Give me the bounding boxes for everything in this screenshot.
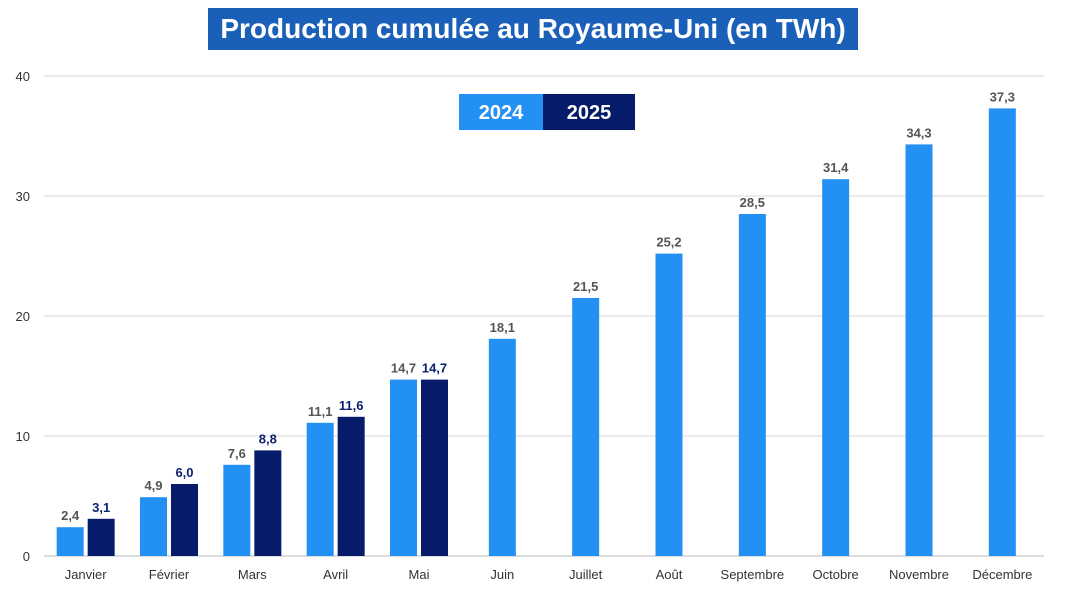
- data-label-2024: 25,2: [656, 235, 681, 250]
- x-category-label: Décembre: [972, 567, 1032, 582]
- bar-2024: [56, 527, 84, 556]
- x-category-label: Mars: [238, 567, 267, 582]
- y-tick-label: 40: [16, 69, 30, 84]
- legend-swatch-2025: [543, 94, 635, 130]
- bar-2024: [140, 497, 167, 556]
- data-label-2024: 18,1: [490, 320, 515, 335]
- data-label-2024: 14,7: [391, 361, 416, 376]
- data-label-2025: 14,7: [422, 361, 447, 376]
- data-label-2024: 34,3: [906, 125, 931, 140]
- bar-2025: [87, 518, 115, 556]
- data-label-2025: 6,0: [175, 465, 193, 480]
- data-label-2024: 7,6: [228, 446, 246, 461]
- bars: 2,4 3,1 4,9 6,0 7,6 8,8 11,1 11,6 14,7 14,7 18,1 21…: [56, 89, 1016, 557]
- gridlines: [44, 75, 1044, 557]
- x-category-label: Juin: [490, 567, 514, 582]
- bar-2024: [390, 379, 417, 556]
- bar-2024: [655, 253, 683, 556]
- data-label-2024: 28,5: [740, 195, 765, 210]
- data-label-2024: 4,9: [144, 478, 162, 493]
- y-tick-label: 30: [16, 189, 30, 204]
- bar-2024: [572, 298, 600, 556]
- data-label-2025: 11,6: [339, 398, 364, 413]
- x-category-label: Janvier: [65, 567, 108, 582]
- y-axis: 0 10 20 30 40: [16, 69, 30, 564]
- bar-2025: [421, 379, 448, 556]
- bar-2024: [988, 108, 1016, 557]
- data-label-2025: 3,1: [92, 500, 110, 515]
- bar-2025: [171, 484, 198, 556]
- legend-label-2024: 2024: [479, 102, 524, 124]
- x-category-label: Avril: [323, 567, 348, 582]
- bar-2024: [905, 144, 933, 556]
- x-category-label: Octobre: [813, 567, 859, 582]
- x-axis: Janvier Février Mars Avril Mai Juin Juillet Aoû…: [65, 567, 1033, 582]
- y-tick-label: 10: [16, 429, 30, 444]
- legend-label-2025: 2025: [567, 102, 612, 124]
- legend: 2024 2025: [459, 94, 635, 130]
- data-label-2024: 2,4: [61, 508, 80, 523]
- data-label-2024: 31,4: [823, 160, 849, 175]
- bar-2024: [488, 338, 516, 556]
- data-label-2024: 11,1: [308, 404, 333, 419]
- bar-2024: [738, 214, 766, 556]
- bar-2024: [223, 464, 251, 556]
- bar-2025: [337, 416, 365, 556]
- x-category-label: Août: [656, 567, 683, 582]
- x-category-label: Novembre: [889, 567, 949, 582]
- bar-2024: [306, 422, 334, 556]
- y-tick-label: 20: [16, 309, 30, 324]
- data-label-2024: 21,5: [573, 279, 598, 294]
- bar-2025: [254, 450, 282, 556]
- chart-title: Production cumulée au Royaume-Uni (en TW…: [208, 8, 858, 50]
- bar-2024: [822, 179, 850, 556]
- x-category-label: Juillet: [569, 567, 603, 582]
- data-label-2024: 37,3: [990, 89, 1015, 104]
- y-tick-label: 0: [23, 549, 30, 564]
- x-category-label: Février: [149, 567, 190, 582]
- x-category-label: Septembre: [721, 567, 785, 582]
- x-category-label: Mai: [409, 567, 430, 582]
- legend-swatch-2024: [459, 94, 543, 130]
- data-label-2025: 8,8: [259, 431, 277, 446]
